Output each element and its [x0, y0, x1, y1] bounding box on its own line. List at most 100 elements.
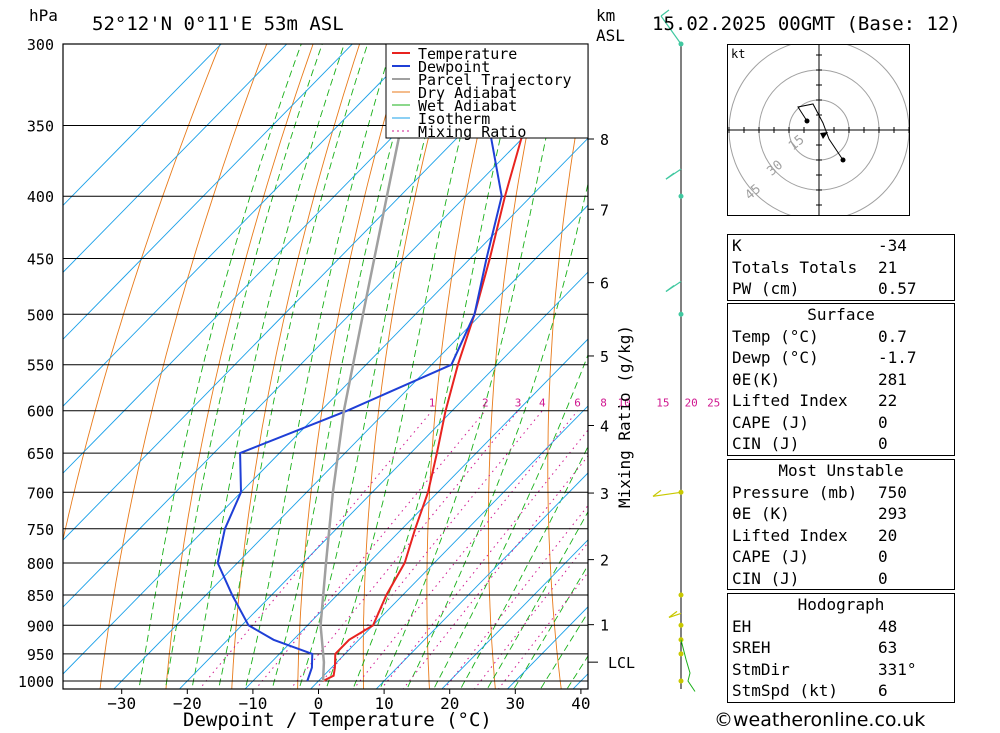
isotherm-line	[441, 539, 588, 689]
pressure-tick-label: 650	[27, 445, 54, 463]
hodograph-indices-table: Hodograph EH 48 SREH 63 StmDir 331° StmSpd …	[727, 593, 955, 703]
mu-pressure-label: Pressure (mb)	[732, 482, 858, 502]
surface-title: Surface	[807, 305, 875, 324]
surface-temp-value: 0.7	[878, 326, 907, 346]
mixing-ratio-label: 10	[618, 397, 631, 410]
dry-adiabat-line	[165, 44, 314, 689]
wet-adiabat-line	[164, 44, 323, 689]
hodograph-unit-label: kt	[731, 47, 745, 61]
hodograph: 15 30 45 kt	[727, 44, 910, 216]
x-tick-label: 10	[374, 694, 393, 713]
x-tick-label: −20	[173, 694, 202, 713]
storm-motion-marker	[820, 132, 828, 139]
pressure-tick-label: 1000	[18, 673, 54, 691]
wet-adiabat-line	[352, 44, 523, 689]
km-label: km	[596, 6, 616, 25]
x-tick-label: −10	[238, 694, 267, 713]
surface-temp-label: Temp (°C)	[732, 326, 819, 346]
mixing-ratio-label: 3	[515, 397, 522, 410]
wind-level-dot	[678, 592, 684, 598]
legend-label: Mixing Ratio	[418, 123, 526, 141]
dry-adiabat-line	[547, 62, 588, 689]
mu-cin-value: 0	[878, 568, 888, 588]
copyright-link[interactable]: ©weatheronline.co.uk	[714, 709, 926, 731]
isotherm-line	[63, 137, 588, 675]
mixing-ratio-label: 4	[539, 397, 546, 410]
mixing-ratio-label: 6	[574, 397, 581, 410]
wind-barb-flag	[665, 285, 675, 292]
mu-theta-e-label: θE (K)	[732, 504, 790, 523]
x-tick-label: 40	[571, 694, 590, 713]
legend-label: Parcel Trajectory	[418, 71, 572, 89]
wind-level-dot	[678, 489, 684, 495]
wet-adiabat-line	[513, 564, 588, 689]
temperature-line	[322, 44, 551, 682]
pressure-tick-label: 400	[27, 188, 54, 206]
km-tick-label: 6	[600, 275, 609, 293]
eh-value: 48	[878, 616, 898, 636]
wet-adiabat-line	[218, 44, 369, 689]
surface-cin-label: CIN (J)	[732, 434, 800, 453]
mixing-ratio-line	[198, 410, 433, 689]
tt-label: Totals Totals	[732, 257, 858, 277]
mixing-ratio-line	[473, 541, 588, 689]
stmdir-value: 331°	[878, 659, 917, 679]
isotherm-line	[63, 44, 550, 541]
location-title: 52°12'N 0°11'E 53m ASL	[92, 13, 344, 35]
km-tick-label: 4	[600, 418, 609, 436]
tt-value: 21	[878, 257, 898, 277]
pressure-tick-label: 550	[27, 357, 54, 375]
wet-adiabat-line	[325, 44, 485, 689]
km-tick-label: 5	[600, 348, 609, 366]
x-axis-title: Dewpoint / Temperature (°C)	[183, 709, 492, 731]
x-tick-label: 30	[506, 694, 525, 713]
parcel-trajectory-line	[319, 44, 420, 682]
wind-level-dot	[678, 651, 684, 657]
wet-adiabat-line	[298, 44, 451, 689]
mixing-ratio-line	[443, 504, 588, 689]
isotherm-line	[63, 44, 353, 340]
mixing-ratio-line	[380, 429, 588, 689]
isotherm-line	[244, 338, 588, 689]
mixing-ratio-line	[497, 571, 588, 689]
surface-cape-label: CAPE (J)	[732, 412, 810, 432]
dry-adiabat-line	[426, 44, 500, 689]
wet-adiabat-line	[486, 511, 588, 689]
legend: Temperature Dewpoint Parcel Trajectory D…	[385, 43, 589, 141]
lcl-label: LCL	[608, 654, 635, 672]
mixing-ratio-label: 8	[600, 397, 607, 410]
wet-adiabat-line	[191, 44, 345, 689]
wind-barb-flag	[660, 9, 670, 17]
k-value: -34	[878, 236, 907, 255]
surface-cape-value: 0	[878, 412, 888, 432]
x-tick-label: 20	[440, 694, 459, 713]
mixing-ratio-axis-title: Mixing Ratio (g/kg)	[615, 325, 634, 508]
legend-label: Dewpoint	[418, 58, 490, 76]
isotherm-line	[63, 44, 222, 207]
wind-barb	[680, 639, 696, 692]
mixing-ratio-line	[315, 410, 543, 689]
mu-theta-e-value: 293	[878, 504, 907, 523]
surface-dewp-value: -1.7	[878, 348, 917, 367]
chart-curves	[216, 44, 551, 682]
x-tick-label: −30	[107, 694, 136, 713]
most-unstable-title: Most Unstable	[778, 461, 904, 480]
sreh-value: 63	[878, 638, 898, 657]
dewpoint-line	[216, 44, 531, 682]
pressure-tick-label: 700	[27, 484, 54, 502]
legend-label: Wet Adiabat	[418, 97, 517, 115]
pressure-tick-label: 450	[27, 251, 54, 269]
pressure-tick-label: 750	[27, 521, 54, 539]
mu-cape-label: CAPE (J)	[732, 547, 810, 566]
dry-adiabat-line	[362, 44, 454, 689]
surface-dewp-label: Dewp (°C)	[732, 348, 819, 367]
mu-pressure-value: 750	[878, 482, 907, 502]
wet-adiabat-line	[539, 611, 588, 689]
mu-li-label: Lifted Index	[732, 525, 848, 545]
isotherm-line	[113, 204, 588, 689]
km-tick-label: 8	[600, 131, 609, 149]
surface-theta-e-value: 281	[878, 369, 907, 389]
dry-adiabat-line	[964, 26, 1000, 707]
isotherm-line	[375, 472, 588, 689]
